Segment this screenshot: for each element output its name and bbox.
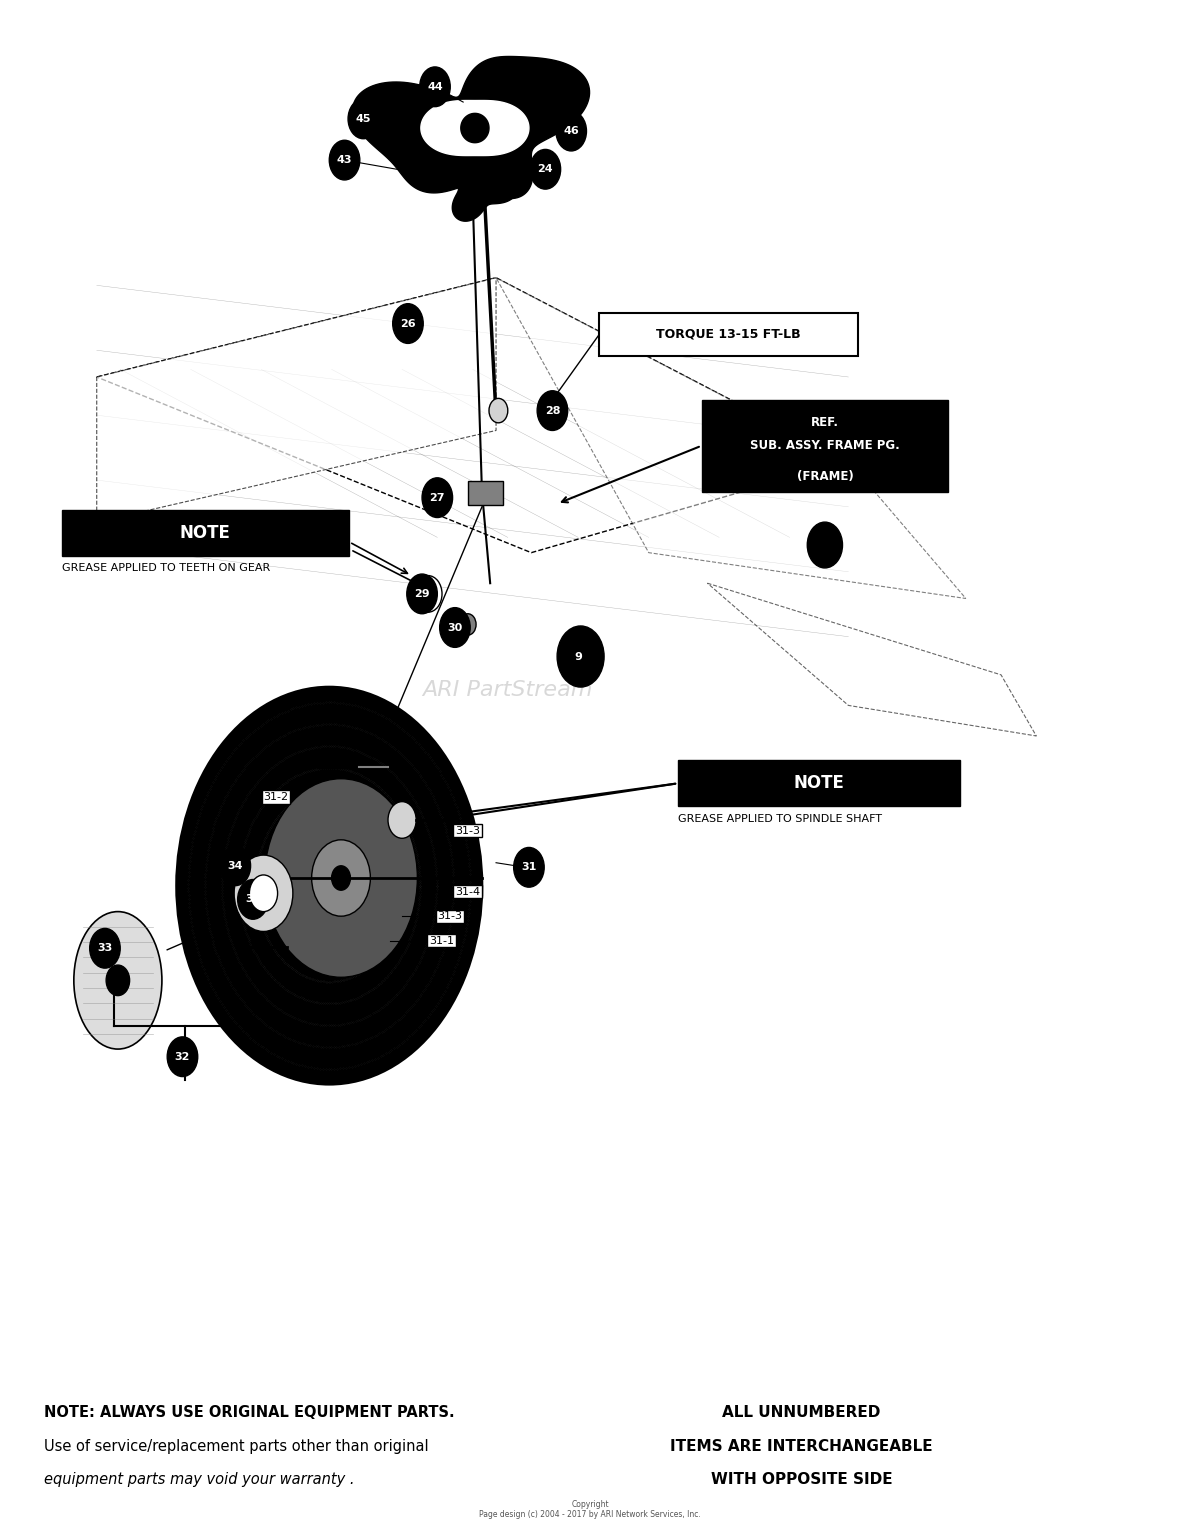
Text: SUB. ASSY. FRAME PG.: SUB. ASSY. FRAME PG. — [750, 440, 900, 452]
Text: ITEMS ARE INTERCHANGEABLE: ITEMS ARE INTERCHANGEABLE — [670, 1438, 932, 1453]
Text: WITH OPPOSITE SIDE: WITH OPPOSITE SIDE — [710, 1472, 892, 1487]
Circle shape — [177, 687, 481, 1084]
Text: TORQUE 13-15 FT-LB: TORQUE 13-15 FT-LB — [656, 328, 801, 340]
Circle shape — [489, 399, 507, 423]
Circle shape — [557, 625, 604, 687]
Text: (FRAME): (FRAME) — [796, 469, 853, 483]
Circle shape — [420, 67, 451, 107]
Text: 31-3: 31-3 — [455, 826, 480, 835]
Text: 34: 34 — [228, 862, 243, 871]
Circle shape — [237, 880, 268, 920]
Text: 29: 29 — [414, 589, 430, 599]
FancyBboxPatch shape — [678, 760, 961, 806]
Text: NOTE: NOTE — [179, 524, 231, 541]
Circle shape — [422, 478, 453, 518]
Polygon shape — [496, 277, 965, 598]
Circle shape — [332, 866, 350, 891]
Circle shape — [807, 523, 843, 567]
Circle shape — [414, 575, 442, 612]
Text: 33: 33 — [97, 943, 112, 954]
FancyBboxPatch shape — [61, 510, 349, 556]
Text: 46: 46 — [563, 126, 579, 136]
FancyBboxPatch shape — [599, 313, 858, 356]
Text: 31-3: 31-3 — [438, 911, 463, 921]
Circle shape — [312, 840, 371, 917]
Ellipse shape — [74, 912, 162, 1049]
Circle shape — [393, 304, 424, 343]
Circle shape — [537, 391, 568, 431]
Text: 44: 44 — [427, 81, 442, 92]
Text: ARI PartStream: ARI PartStream — [422, 681, 594, 701]
Circle shape — [249, 875, 277, 912]
FancyBboxPatch shape — [702, 400, 949, 492]
Text: GREASE APPLIED TO TEETH ON GEAR: GREASE APPLIED TO TEETH ON GEAR — [61, 563, 270, 573]
Circle shape — [440, 607, 470, 647]
Text: Use of service/replacement parts other than original: Use of service/replacement parts other t… — [44, 1438, 428, 1453]
Text: 35: 35 — [245, 894, 261, 904]
Text: 31-1: 31-1 — [430, 935, 454, 946]
Text: 30: 30 — [447, 622, 463, 633]
Circle shape — [513, 848, 544, 888]
Text: NOTE: ALWAYS USE ORIGINAL EQUIPMENT PARTS.: NOTE: ALWAYS USE ORIGINAL EQUIPMENT PART… — [44, 1404, 454, 1420]
Text: 28: 28 — [545, 406, 560, 415]
Circle shape — [566, 638, 595, 675]
Circle shape — [562, 635, 595, 678]
Text: 24: 24 — [538, 164, 553, 175]
Text: 31-2: 31-2 — [263, 793, 289, 802]
Text: 9: 9 — [575, 652, 582, 662]
Polygon shape — [421, 101, 529, 155]
Circle shape — [460, 613, 476, 635]
Text: 31: 31 — [522, 862, 537, 872]
Text: REF.: REF. — [811, 417, 839, 429]
FancyBboxPatch shape — [467, 481, 503, 506]
Text: GREASE APPLIED TO SPINDLE SHAFT: GREASE APPLIED TO SPINDLE SHAFT — [678, 814, 883, 823]
Text: 26: 26 — [400, 319, 415, 328]
Text: ALL UNNUMBERED: ALL UNNUMBERED — [722, 1404, 880, 1420]
Circle shape — [90, 929, 120, 969]
Text: Copyright
Page design (c) 2004 - 2017 by ARI Network Services, Inc.: Copyright Page design (c) 2004 - 2017 by… — [479, 1499, 701, 1519]
Circle shape — [329, 140, 360, 179]
Circle shape — [106, 966, 130, 995]
Circle shape — [530, 149, 560, 189]
Polygon shape — [97, 277, 496, 523]
Circle shape — [168, 1036, 198, 1076]
Polygon shape — [452, 156, 517, 221]
Circle shape — [388, 802, 417, 839]
Circle shape — [348, 100, 379, 138]
Circle shape — [407, 573, 438, 613]
Circle shape — [264, 779, 418, 977]
Text: 32: 32 — [175, 1052, 190, 1062]
Circle shape — [219, 846, 250, 886]
Text: equipment parts may void your warranty .: equipment parts may void your warranty . — [44, 1472, 354, 1487]
Text: NOTE: NOTE — [794, 774, 845, 793]
Polygon shape — [461, 113, 489, 143]
Polygon shape — [353, 57, 590, 199]
Text: 27: 27 — [430, 492, 445, 503]
Text: 43: 43 — [336, 155, 353, 166]
Text: 31-4: 31-4 — [455, 886, 480, 897]
Circle shape — [556, 112, 586, 150]
Circle shape — [234, 855, 293, 932]
Text: 45: 45 — [355, 113, 371, 124]
